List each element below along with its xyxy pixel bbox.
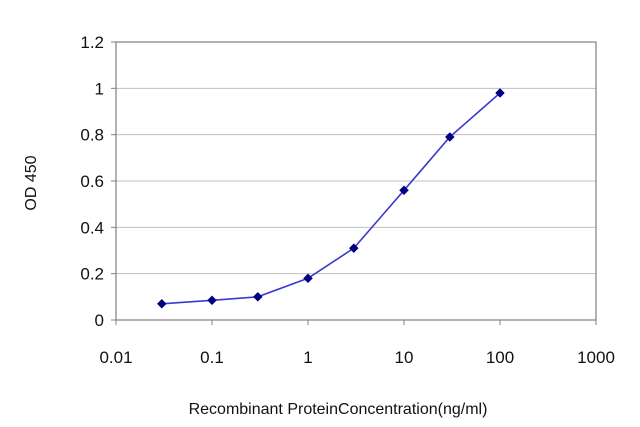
data-point [303,273,313,284]
y-tick-label: 0.4 [80,218,104,237]
y-tick-label: 1 [95,79,104,98]
data-point [495,88,505,98]
x-tick-label: 100 [486,348,514,367]
data-point [348,243,359,254]
data-point [399,185,409,196]
y-axis-label: OD 450 [23,155,40,210]
series-group [156,88,505,309]
x-axis-label: Recombinant ProteinConcentration(ng/ml) [189,401,488,418]
x-tick-label: 10 [395,348,414,367]
data-point [156,298,167,309]
data-point [444,132,455,142]
y-tick-label: 0 [95,311,104,330]
series-line [161,92,501,305]
y-axis-ticks: 0 0.2 0.4 0.6 0.8 1 1.2 [80,33,116,330]
data-point [252,291,263,302]
gridlines [116,87,596,275]
x-axis-ticks: 0.01 0.1 1 10 100 1000 [99,320,615,367]
x-tick-label: 0.01 [99,348,132,367]
x-tick-label: 1000 [577,348,615,367]
x-tick-label: 1 [303,348,312,367]
y-tick-label: 1.2 [80,33,104,52]
x-tick-label: 0.1 [200,348,224,367]
data-point [207,295,217,306]
y-tick-label: 0.2 [80,265,104,284]
y-tick-label: 0.6 [80,172,104,191]
y-tick-label: 0.8 [80,126,104,145]
